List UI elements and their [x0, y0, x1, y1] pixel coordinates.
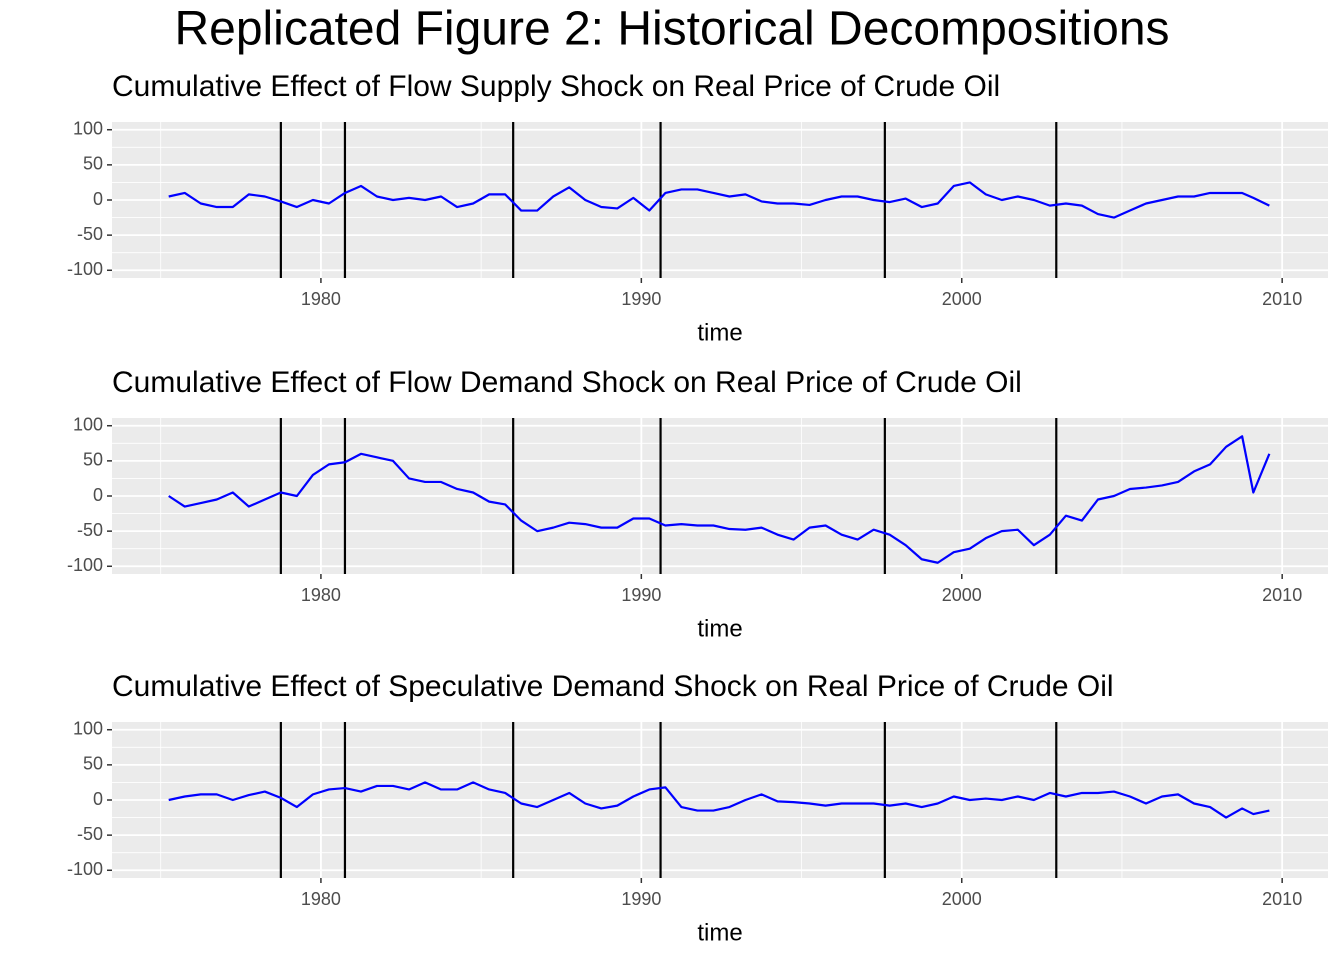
series-line	[168, 181, 1270, 219]
series-line	[168, 435, 1271, 564]
y-tick-label: 100	[73, 118, 103, 138]
x-tick-label: 1990	[621, 585, 661, 605]
x-tick-label: 1980	[301, 289, 341, 309]
y-tick-label: -100	[67, 859, 103, 879]
y-tick-label: 0	[93, 485, 103, 505]
y-tick-label: 0	[93, 789, 103, 809]
figure-title: Replicated Figure 2: Historical Decompos…	[174, 3, 1169, 56]
x-tick-label: 2010	[1262, 889, 1302, 909]
x-tick-label: 1990	[621, 889, 661, 909]
y-tick-label: -50	[77, 224, 103, 244]
x-tick-label: 2000	[942, 289, 982, 309]
y-tick-label: 50	[83, 154, 103, 174]
x-tick-label: 1990	[621, 289, 661, 309]
y-tick-label: -50	[77, 824, 103, 844]
y-tick-label: -100	[67, 555, 103, 575]
panel-title: Cumulative Effect of Flow Supply Shock o…	[112, 70, 1000, 103]
x-axis-label: time	[697, 919, 742, 946]
panel-title: Cumulative Effect of Flow Demand Shock o…	[112, 366, 1022, 399]
x-tick-label: 1980	[301, 585, 341, 605]
x-tick-label: 1980	[301, 889, 341, 909]
series-line	[168, 781, 1270, 819]
y-tick-label: -50	[77, 520, 103, 540]
y-tick-label: 50	[83, 754, 103, 774]
x-tick-label: 2000	[942, 585, 982, 605]
x-tick-label: 2010	[1262, 585, 1302, 605]
y-tick-label: 50	[83, 450, 103, 470]
y-tick-label: 100	[73, 718, 103, 738]
x-tick-label: 2000	[942, 889, 982, 909]
panel-title: Cumulative Effect of Speculative Demand …	[112, 670, 1114, 703]
y-tick-label: -100	[67, 259, 103, 279]
y-tick-label: 0	[93, 189, 103, 209]
x-axis-label: time	[697, 319, 742, 346]
x-tick-label: 2010	[1262, 289, 1302, 309]
x-axis-label: time	[697, 615, 742, 642]
y-tick-label: 100	[73, 414, 103, 434]
